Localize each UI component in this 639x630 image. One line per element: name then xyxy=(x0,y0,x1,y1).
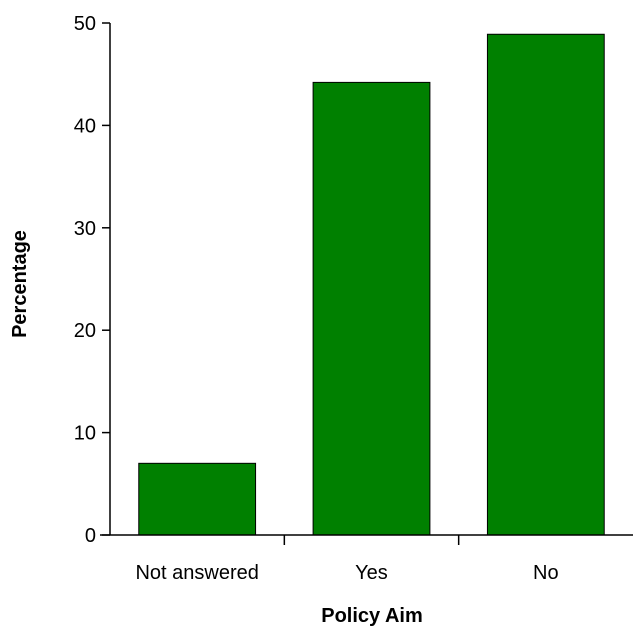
y-tick-label: 30 xyxy=(74,218,96,240)
x-tick-label: Not answered xyxy=(135,562,258,584)
x-axis-ticks: Not answered Yes No xyxy=(135,535,559,584)
x-tick-label: No xyxy=(533,562,559,584)
y-axis-ticks: 0 10 20 30 40 50 xyxy=(74,13,110,547)
bar-yes xyxy=(312,81,431,536)
y-axis-title: Percentage xyxy=(9,230,31,338)
y-tick-label: 40 xyxy=(74,115,96,137)
y-tick-label: 50 xyxy=(74,13,96,35)
bar-not-answered xyxy=(138,462,257,536)
x-tick-label: Yes xyxy=(355,562,388,584)
x-axis-title: Policy Aim xyxy=(321,605,423,627)
bars xyxy=(138,33,605,536)
y-tick-label: 0 xyxy=(85,525,96,547)
bar-no xyxy=(486,33,605,536)
y-tick-label: 20 xyxy=(74,320,96,342)
y-tick-label: 10 xyxy=(74,423,96,445)
